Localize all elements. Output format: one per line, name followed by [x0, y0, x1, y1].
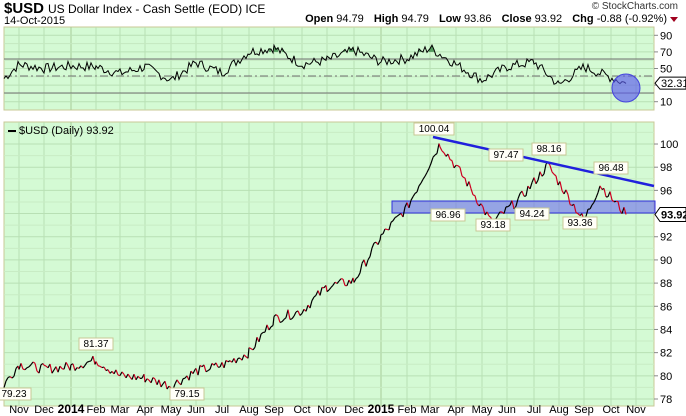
- price-panel: 79.23 81.37 79.15 100.04 96.96 93.18 97.47 94.2…: [0, 121, 686, 407]
- rsi-line: [3, 43, 627, 85]
- svg-text:Mar: Mar: [111, 404, 130, 416]
- svg-text:Nov: Nov: [317, 404, 337, 416]
- svg-text:93.18: 93.18: [480, 220, 505, 231]
- rsi-panel: 907050301032.31: [3, 26, 686, 111]
- svg-text:Sep: Sep: [574, 404, 594, 416]
- svg-text:May: May: [161, 404, 182, 416]
- svg-text:86: 86: [660, 301, 672, 313]
- svg-text:96.48: 96.48: [598, 163, 623, 174]
- svg-text:98.16: 98.16: [536, 144, 561, 155]
- svg-text:Feb: Feb: [87, 404, 106, 416]
- svg-text:96.96: 96.96: [435, 210, 460, 221]
- price-annotations: 79.23 81.37 79.15 100.04 96.96 93.18 97.47 94.2…: [0, 122, 629, 401]
- svg-text:84: 84: [660, 324, 672, 336]
- copyright: © StockCharts.com: [591, 1, 678, 12]
- svg-text:Apr: Apr: [136, 404, 153, 416]
- svg-text:2015: 2015: [368, 402, 395, 416]
- low-value: 93.86: [464, 13, 492, 25]
- chart-header: $USD US Dollar Index - Cash Settle (EOD)…: [4, 0, 684, 27]
- svg-text:10: 10: [660, 97, 672, 109]
- svg-text:81.37: 81.37: [83, 339, 108, 350]
- svg-text:93.36: 93.36: [567, 218, 592, 229]
- svg-text:Nov: Nov: [9, 404, 29, 416]
- svg-text:32.31: 32.31: [661, 78, 686, 90]
- legend: $USD (Daily) 93.92: [8, 125, 114, 137]
- close-value: 93.92: [534, 13, 563, 25]
- svg-text:Dec: Dec: [344, 404, 364, 416]
- svg-text:90: 90: [660, 255, 672, 267]
- svg-text:79.15: 79.15: [174, 389, 199, 400]
- rsi-axis: 907050301032.31: [654, 30, 686, 109]
- svg-text:Oct: Oct: [602, 404, 619, 416]
- high-label: High: [373, 13, 399, 25]
- legend-label: $USD (Daily) 93.92: [19, 125, 114, 137]
- svg-text:Apr: Apr: [447, 404, 464, 416]
- close-label: Close: [501, 13, 532, 25]
- svg-text:Aug: Aug: [239, 404, 259, 416]
- svg-text:82: 82: [660, 348, 672, 360]
- svg-text:50: 50: [660, 64, 672, 76]
- svg-text:98: 98: [660, 162, 672, 174]
- chg-label: Chg: [572, 13, 594, 25]
- svg-text:Sep: Sep: [264, 404, 284, 416]
- svg-text:93.92: 93.92: [661, 209, 686, 221]
- svg-text:97.47: 97.47: [493, 150, 518, 161]
- price-line: [3, 143, 627, 391]
- svg-text:May: May: [472, 404, 493, 416]
- symbol: $USD: [4, 0, 45, 17]
- description: US Dollar Index - Cash Settle (EOD) ICE: [48, 2, 266, 16]
- legend-swatch: [8, 130, 16, 133]
- svg-text:79.23: 79.23: [1, 389, 26, 400]
- open-value: 94.79: [336, 13, 364, 25]
- date: 14-Oct-2015: [4, 15, 66, 27]
- svg-text:90: 90: [660, 30, 672, 42]
- svg-text:100: 100: [660, 139, 678, 151]
- open-label: Open: [305, 13, 334, 25]
- x-axis: Nov Dec 2014 Feb Mar Apr May Jun Jul Aug Sep Oct Nov…: [9, 402, 646, 416]
- svg-text:100.04: 100.04: [419, 124, 450, 135]
- high-value: 94.79: [401, 13, 429, 25]
- svg-text:Aug: Aug: [549, 404, 569, 416]
- svg-text:78: 78: [660, 394, 672, 406]
- down-arrow-icon: [670, 16, 678, 22]
- svg-text:Oct: Oct: [293, 404, 310, 416]
- svg-text:Jun: Jun: [187, 404, 205, 416]
- rsi-grid: [4, 27, 654, 110]
- chg-value: -0.88 (-0.92%): [596, 13, 667, 25]
- svg-text:Mar: Mar: [421, 404, 440, 416]
- ohlc-summary: Open 94.79 High 94.79 Low 93.86 Close 93…: [305, 13, 678, 25]
- resistance-trendline: [432, 135, 655, 188]
- low-label: Low: [438, 13, 461, 25]
- svg-text:Dec: Dec: [34, 404, 54, 416]
- svg-text:2014: 2014: [58, 402, 85, 416]
- svg-text:Jul: Jul: [527, 404, 541, 416]
- svg-text:Jul: Jul: [215, 404, 229, 416]
- svg-text:Nov: Nov: [626, 404, 646, 416]
- svg-text:Feb: Feb: [398, 404, 417, 416]
- svg-text:92: 92: [660, 232, 672, 244]
- svg-text:70: 70: [660, 47, 672, 59]
- price-axis: 100 98 96 92 90 88 86 84 82 80 78 93.92: [654, 139, 686, 406]
- svg-text:96: 96: [660, 185, 672, 197]
- svg-text:88: 88: [660, 278, 672, 290]
- svg-text:Jun: Jun: [498, 404, 516, 416]
- rsi-highlight-circle: [611, 73, 641, 103]
- svg-text:80: 80: [660, 371, 672, 383]
- svg-text:94.24: 94.24: [519, 209, 544, 220]
